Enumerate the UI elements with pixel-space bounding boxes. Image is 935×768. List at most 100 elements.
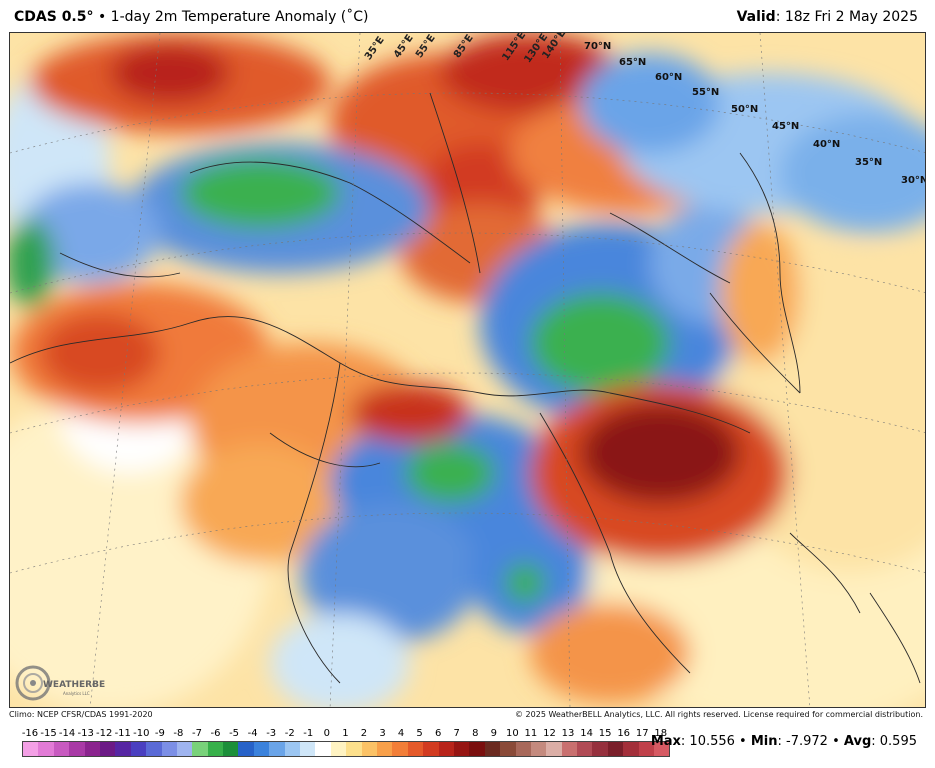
color-swatch	[38, 742, 54, 756]
color-scale-tick-label: -2	[284, 728, 295, 739]
color-swatch	[392, 742, 408, 756]
valid-value: : 18z Fri 2 May 2025	[775, 9, 918, 25]
color-scale-tick-label: -6	[210, 728, 221, 739]
color-scale-tick-label: 10	[506, 728, 519, 739]
color-scale-tick-label: -11	[114, 728, 131, 739]
copyright-note: © 2025 WeatherBELL Analytics, LLC. All r…	[515, 710, 923, 719]
lat-label-65: 65°N	[619, 57, 647, 68]
color-scale-labels: -16 -15 -14 -13 -12 -11 -10 -9 -8 -7 -6 -5 -4 -3 -2 -1 0…	[22, 728, 670, 740]
lat-label-70: 70°N	[584, 41, 612, 52]
max-label: Max	[650, 734, 681, 749]
color-scale-tick-label: -8	[173, 728, 184, 739]
color-scale-bar	[22, 741, 671, 757]
color-scale-tick-label: 4	[397, 728, 405, 739]
color-scale-tick-label: -5	[229, 728, 240, 739]
color-scale-tick-label: -7	[191, 728, 202, 739]
color-scale-tick-label: 1	[342, 728, 349, 739]
lat-label-40: 40°N	[813, 139, 841, 150]
lat-label-50: 50°N	[731, 104, 759, 115]
color-swatch	[361, 742, 377, 756]
color-scale-tick-label: -3	[266, 728, 277, 739]
color-swatch	[453, 742, 470, 756]
color-swatch	[130, 742, 147, 756]
color-scale-tick-label: -15	[40, 728, 57, 739]
lat-label-45: 45°N	[772, 121, 800, 132]
color-swatch	[146, 742, 162, 756]
color-swatch	[330, 742, 347, 756]
color-swatch	[69, 742, 85, 756]
color-swatch	[315, 742, 331, 756]
valid-label: Valid	[736, 9, 776, 25]
color-scale-tick-label: -13	[77, 728, 94, 739]
lat-label-30: 30°N	[901, 175, 926, 186]
color-scale-tick-label: 17	[635, 728, 649, 739]
borders	[10, 92, 921, 684]
statistics: Max: 10.556 • Min: -7.972 • Avg: 0.595	[651, 734, 917, 749]
color-swatch	[423, 742, 439, 756]
anomaly-field	[10, 33, 925, 707]
color-swatch	[300, 742, 316, 756]
min-value: : -7.972 •	[777, 734, 844, 749]
color-swatch	[284, 742, 301, 756]
avg-value: : 0.595	[871, 734, 917, 749]
color-swatch	[607, 742, 624, 756]
logo-subtext: Analytics LLC	[63, 691, 90, 696]
color-scale-tick-label: 11	[524, 728, 538, 739]
color-swatch	[223, 742, 239, 756]
climo-note: Climo: NCEP CFSR/CDAS 1991-2020	[9, 710, 153, 719]
logo-text: WEATHERBELL	[43, 680, 105, 690]
anomaly-map: 70°N 65°N 60°N 55°N 50°N 45°N 40°N 35°N …	[9, 32, 926, 708]
color-swatch	[500, 742, 516, 756]
degree-symbol: °	[86, 9, 94, 25]
max-value: : 10.556 •	[680, 734, 751, 749]
color-swatch	[530, 742, 547, 756]
color-swatch	[484, 742, 501, 756]
color-scale-tick-label: -4	[247, 728, 258, 739]
color-scale-tick-label: 6	[434, 728, 442, 739]
color-swatch	[438, 742, 454, 756]
product-description: • 1-day 2m Temperature Anomaly (˚C)	[93, 9, 369, 25]
color-swatch	[253, 742, 270, 756]
color-swatch	[561, 742, 578, 756]
color-scale-tick-label: 5	[416, 728, 423, 739]
graticule	[10, 33, 925, 707]
color-scale-tick-label: 18	[654, 728, 668, 739]
color-swatch	[577, 742, 593, 756]
color-swatch	[161, 742, 177, 756]
color-swatch	[638, 742, 655, 756]
color-swatch	[346, 742, 362, 756]
color-swatch	[84, 742, 100, 756]
color-scale-tick-label: -14	[58, 728, 76, 739]
color-swatch	[654, 742, 670, 756]
color-swatch	[546, 742, 562, 756]
color-scale: -16 -15 -14 -13 -12 -11 -10 -9 -8 -7 -6 -5 -4 -3 -2 -1 0…	[22, 728, 671, 764]
weatherbell-logo: WEATHERBELL Analytics LLC	[13, 661, 105, 705]
color-scale-tick-label: -9	[154, 728, 165, 739]
valid-time: Valid: 18z Fri 2 May 2025	[737, 9, 918, 25]
color-scale-tick-label: 14	[580, 728, 593, 739]
avg-label: Avg	[843, 734, 872, 749]
color-scale-tick-label: 2	[360, 728, 368, 739]
color-swatch	[207, 742, 224, 756]
color-scale-tick-label: 7	[453, 728, 460, 739]
color-swatch	[238, 742, 254, 756]
map-canvas	[10, 33, 925, 707]
color-swatch	[515, 742, 531, 756]
color-swatch	[115, 742, 131, 756]
color-swatch	[407, 742, 424, 756]
color-scale-tick-label: 9	[490, 728, 497, 739]
color-swatch	[592, 742, 608, 756]
color-scale-tick-label: -10	[133, 728, 150, 739]
color-swatch	[376, 742, 393, 756]
color-scale-tick-label: -16	[21, 728, 39, 739]
map-title: CDAS 0.5° • 1-day 2m Temperature Anomaly…	[14, 9, 369, 25]
color-swatch	[23, 742, 39, 756]
lat-label-55: 55°N	[692, 87, 720, 98]
min-label: Min	[750, 734, 778, 749]
color-swatch	[176, 742, 193, 756]
logo-swirl-icon: WEATHERBELL Analytics LLC	[15, 665, 105, 701]
color-scale-tick-label: 12	[543, 728, 556, 739]
color-scale-tick-label: 0	[323, 728, 331, 739]
color-swatch	[269, 742, 285, 756]
color-scale-tick-label: 16	[617, 728, 631, 739]
